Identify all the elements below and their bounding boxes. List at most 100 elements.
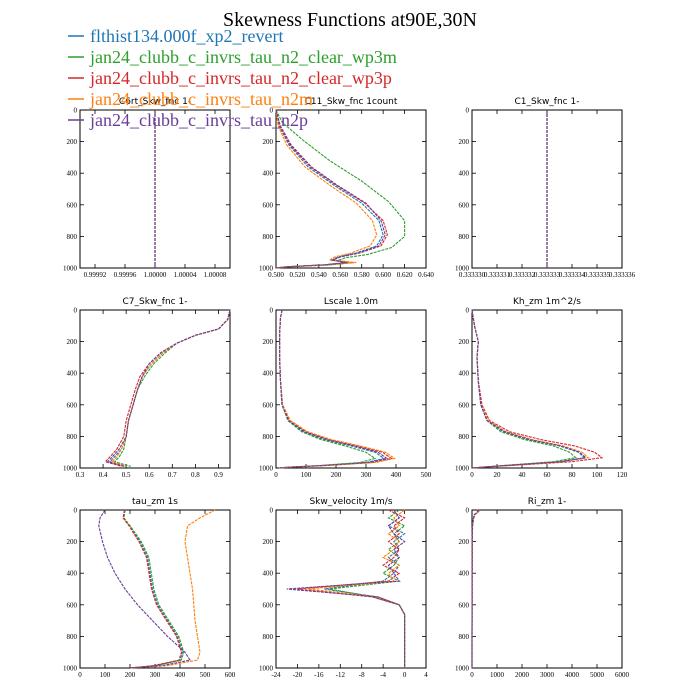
panel-title: C1_Skw_fnc 1- (515, 97, 580, 107)
y-tick-label: 800 (67, 233, 78, 241)
y-tick-label: 400 (459, 170, 470, 178)
x-tick-label: 0.520 (290, 271, 306, 279)
plot-frame (79, 509, 231, 669)
series-line (308, 509, 406, 668)
series-line (471, 509, 479, 668)
x-tick-label: 80 (569, 471, 577, 479)
x-tick-label: 0.99992 (84, 271, 107, 279)
y-tick-label: 200 (459, 138, 470, 146)
plot-frame (275, 509, 427, 669)
series-line (471, 509, 480, 668)
y-tick-label: 400 (263, 170, 274, 178)
series-line (324, 509, 406, 668)
y-tick-label: 1000 (259, 465, 274, 473)
x-tick-label: -12 (336, 671, 346, 679)
x-tick-label: 0.3 (76, 471, 85, 479)
y-tick-label: 800 (67, 433, 78, 441)
y-tick-label: 200 (67, 338, 78, 346)
series-line (275, 109, 384, 269)
panel-title: Lscale 1.0m (324, 297, 378, 307)
x-tick-label: 600 (225, 671, 236, 679)
y-tick-label: 400 (459, 570, 470, 578)
series-line (123, 509, 184, 669)
y-tick-label: 600 (67, 601, 78, 609)
y-tick-label: 800 (459, 433, 470, 441)
x-tick-label: 0.5 (122, 471, 131, 479)
x-tick-label: 60 (544, 471, 552, 479)
y-tick-label: 0 (466, 507, 470, 515)
y-tick-label: 600 (263, 601, 274, 609)
series-line (471, 309, 590, 469)
x-tick-label: 0.6 (145, 471, 154, 479)
y-tick-label: 800 (459, 633, 470, 641)
x-tick-label: 1.00000 (144, 271, 167, 279)
legend-label: jan24_clubb_c_invrs_tau_n2_clear_wp3m (89, 47, 397, 67)
chart-panel: Kh_zm 1m^2/s 0 20 40 60 80 100 120 0 200 400 600 800… (455, 297, 628, 479)
series-line (278, 309, 393, 469)
y-tick-label: 800 (459, 233, 470, 241)
panel-title: C11_Skw_fnc 1count (305, 97, 398, 107)
x-tick-label: 3000 (540, 671, 555, 679)
x-tick-label: 0 (403, 671, 407, 679)
series-line (108, 309, 231, 467)
panel-title: Ri_zm 1- (528, 497, 567, 507)
y-tick-label: 800 (263, 633, 274, 641)
chart-panel: C7_Skw_fnc 1- 0.3 0.4 0.5 0.6 0.7 0.8 0.9 0 200 40… (63, 297, 231, 479)
x-tick-label: 120 (617, 471, 628, 479)
y-tick-label: 400 (67, 370, 78, 378)
legend-label: flthist134.000f_xp2_revert (90, 26, 283, 46)
y-tick-label: 600 (263, 401, 274, 409)
plot-frame (471, 509, 623, 669)
x-tick-label: 0.333333 (534, 271, 561, 279)
y-tick-label: 400 (263, 570, 274, 578)
y-tick-label: 0 (270, 507, 274, 515)
chart-panel: Skw_velocity 1m/s -24 -20 -16 -12 -8 -4 0 4 0 200 4… (259, 497, 428, 679)
y-tick-label: 200 (459, 538, 470, 546)
x-tick-label: 0.333331 (484, 271, 511, 279)
x-tick-label: 0.580 (354, 271, 370, 279)
x-tick-label: 0.333336 (609, 271, 636, 279)
x-tick-label: 0.620 (397, 271, 413, 279)
y-tick-label: 0 (466, 107, 470, 115)
x-tick-label: 1.00004 (174, 271, 197, 279)
x-tick-label: 0 (274, 471, 278, 479)
x-tick-label: 500 (200, 671, 211, 679)
legend-label: jan24_clubb_c_invrs_tau_n2m (89, 89, 313, 109)
y-tick-label: 200 (263, 138, 274, 146)
x-tick-label: 40 (519, 471, 527, 479)
x-tick-label: 500 (421, 471, 432, 479)
series-line (278, 309, 377, 469)
y-tick-label: 400 (67, 170, 78, 178)
y-tick-label: 400 (263, 370, 274, 378)
legend: flthist134.000f_xp2_revertjan24_clubb_c_… (68, 26, 397, 130)
y-tick-label: 600 (263, 201, 274, 209)
series-line (286, 509, 406, 668)
panel-title: Skw_velocity 1m/s (309, 497, 392, 507)
y-tick-label: 600 (459, 201, 470, 209)
panel-title: C7_Skw_fnc 1- (123, 297, 188, 307)
x-tick-label: 0 (78, 671, 82, 679)
y-tick-label: 1000 (63, 465, 78, 473)
y-tick-label: 1000 (455, 465, 470, 473)
series-line (278, 309, 386, 469)
y-tick-label: 200 (263, 538, 274, 546)
chart-panel: C1_Skw_fnc 1-0.3333300.3333310.3333320.3… (455, 97, 636, 279)
series-line (113, 309, 231, 467)
chart-panel: Ri_zm 1-0 1000 2000 3000 4000 5000 60000200400… (455, 497, 630, 679)
chart-panel: C11_Skw_fnc 1count 0.500 0.520 0.540 0.560 0.… (259, 97, 434, 279)
y-tick-label: 200 (67, 138, 78, 146)
y-tick-label: 400 (459, 370, 470, 378)
x-tick-label: 0.333334 (559, 271, 586, 279)
y-tick-label: 600 (67, 401, 78, 409)
y-tick-label: 200 (263, 338, 274, 346)
x-tick-label: -4 (380, 671, 386, 679)
panel-title: tau_zm 1s (132, 497, 178, 507)
series-line (111, 309, 231, 467)
x-tick-label: 0.8 (191, 471, 200, 479)
y-tick-label: 1000 (455, 265, 470, 273)
x-tick-label: 0.333332 (509, 271, 536, 279)
y-tick-label: 600 (67, 201, 78, 209)
x-tick-label: 300 (150, 671, 161, 679)
y-tick-label: 1000 (63, 665, 78, 673)
